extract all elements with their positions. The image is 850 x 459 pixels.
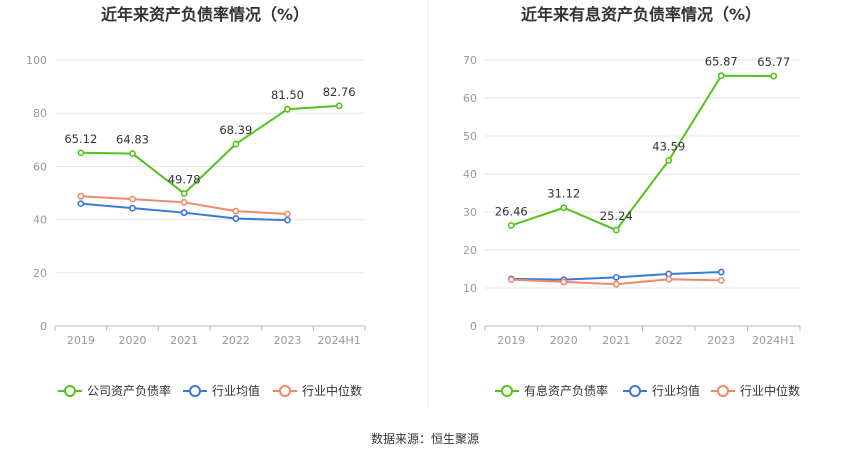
data-label: 64.83 <box>116 133 149 147</box>
y-tick-label: 0 <box>470 320 477 333</box>
data-point <box>232 140 240 148</box>
legend-item[interactable]: 行业均值 <box>183 383 260 398</box>
legend-swatch-marker <box>501 385 513 397</box>
legend-label: 行业中位数 <box>740 383 800 398</box>
data-point <box>665 156 673 164</box>
data-label: 65.12 <box>64 132 97 146</box>
data-label: 65.77 <box>757 55 790 69</box>
legend-item[interactable]: 有息资产负债率 <box>495 383 608 398</box>
x-tick-label: 2022 <box>655 334 683 347</box>
data-point <box>180 190 188 197</box>
legend-item[interactable]: 行业均值 <box>623 383 700 398</box>
x-tick-label: 2022 <box>222 334 250 347</box>
chart-panel-left: 0 20 40 60 80 100 2019 2020 2021 2022 2023 2024H1 65… <box>26 54 366 398</box>
y-tick-label: 10 <box>463 282 477 295</box>
data-label: 43.59 <box>652 139 685 153</box>
x-tick-label: 2023 <box>707 334 735 347</box>
data-point <box>665 275 673 283</box>
data-label: 82.76 <box>323 85 356 99</box>
data-point <box>232 215 240 222</box>
data-point <box>232 207 240 215</box>
data-label: 68.39 <box>219 123 252 137</box>
y-tick-label: 30 <box>463 206 477 219</box>
data-point <box>717 276 725 284</box>
data-label: 31.12 <box>547 187 580 201</box>
legend-label: 行业均值 <box>652 383 700 398</box>
data-point <box>717 72 725 80</box>
data-point <box>335 102 343 110</box>
data-label: 26.46 <box>495 204 528 218</box>
y-tick-label: 40 <box>33 214 47 227</box>
legend-item[interactable]: 公司资产负债率 <box>58 383 171 398</box>
y-tick-label: 40 <box>463 168 477 181</box>
data-point <box>507 222 515 229</box>
x-tick-label: 2019 <box>497 334 525 347</box>
y-tick-label: 80 <box>33 107 47 120</box>
y-tick-label: 20 <box>33 267 47 280</box>
x-tick-label: 2024H1 <box>752 334 795 347</box>
data-label: 49.78 <box>168 173 201 187</box>
y-tick-label: 60 <box>463 92 477 105</box>
data-point <box>77 149 85 157</box>
series-line <box>510 74 774 232</box>
x-tick-label: 2021 <box>602 334 630 347</box>
y-tick-label: 100 <box>26 54 47 67</box>
x-tick-label: 2019 <box>67 334 95 347</box>
x-tick-label: 2020 <box>119 334 147 347</box>
data-point <box>717 268 725 276</box>
y-tick-label: 0 <box>40 320 47 333</box>
legend-item[interactable]: 行业中位数 <box>711 383 800 398</box>
legend-label: 有息资产负债率 <box>524 383 608 398</box>
data-point <box>560 204 568 212</box>
data-point <box>129 150 136 157</box>
data-point <box>560 278 568 286</box>
legend-swatch-marker <box>629 385 641 397</box>
y-tick-label: 20 <box>463 244 477 257</box>
data-point <box>180 209 188 217</box>
y-tick-label: 60 <box>33 160 47 173</box>
data-point <box>507 276 515 284</box>
chart-title-left: 近年来资产负债率情况（%） <box>101 5 309 24</box>
legend-label: 公司资产负债率 <box>87 383 171 398</box>
data-point <box>284 105 291 113</box>
legend-label: 行业中位数 <box>302 383 362 398</box>
data-point <box>129 195 136 203</box>
x-tick-label: 2021 <box>170 334 198 347</box>
data-point <box>77 200 85 208</box>
data-point <box>612 280 620 288</box>
legend-swatch-marker <box>279 385 291 397</box>
data-label: 25.24 <box>600 209 633 223</box>
legend-item[interactable]: 行业中位数 <box>273 383 362 398</box>
data-point <box>180 198 188 206</box>
series-line <box>80 104 340 195</box>
legend-swatch-marker <box>717 385 729 397</box>
legend-label: 行业均值 <box>212 383 260 398</box>
x-tick-label: 2020 <box>550 334 578 347</box>
y-tick-label: 70 <box>463 54 477 67</box>
data-point <box>77 192 85 200</box>
chart-panel-right: 0 10 20 30 40 50 60 70 2019 2020 2021 2022 2023 2024H… <box>463 54 801 398</box>
data-label: 81.50 <box>271 88 304 102</box>
data-point <box>612 226 620 234</box>
data-point <box>612 273 620 281</box>
data-point <box>284 210 291 218</box>
data-point <box>770 72 778 80</box>
data-point <box>284 216 291 224</box>
x-tick-label: 2023 <box>274 334 302 347</box>
data-label: 65.87 <box>705 55 738 69</box>
legend-swatch-marker <box>64 385 76 397</box>
data-point <box>665 270 673 278</box>
data-point <box>129 204 136 212</box>
x-tick-label: 2024H1 <box>318 334 361 347</box>
y-tick-label: 50 <box>463 130 477 143</box>
data-source-note: 数据来源：恒生聚源 <box>371 431 479 446</box>
chart-title-right: 近年来有息资产负债率情况（%） <box>521 5 761 24</box>
legend-swatch-marker <box>189 385 201 397</box>
